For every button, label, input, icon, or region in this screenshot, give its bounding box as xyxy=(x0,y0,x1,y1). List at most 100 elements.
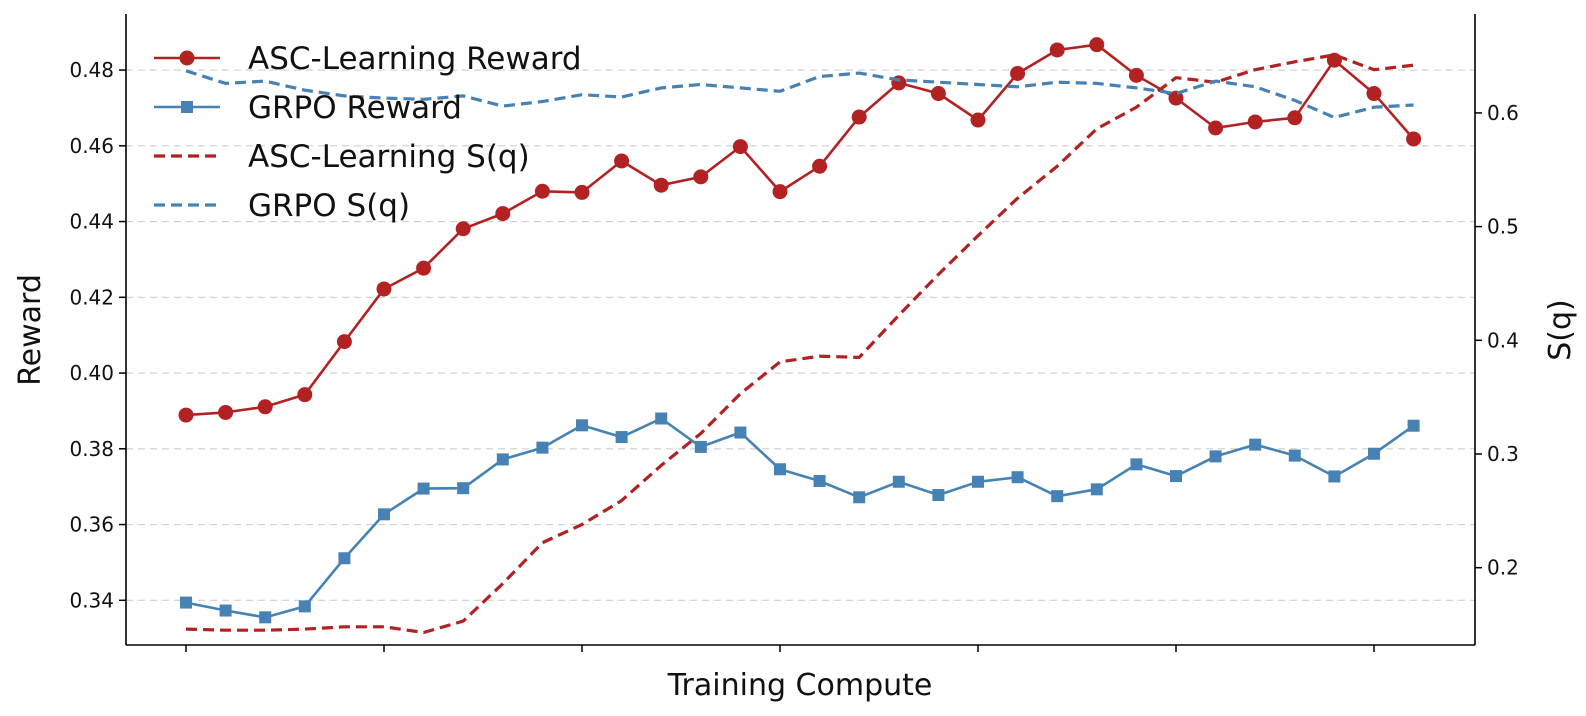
data-point-asc-learning-reward-1 xyxy=(218,404,234,420)
legend-marker-grpo-reward xyxy=(181,101,193,113)
data-point-grpo-reward-1 xyxy=(219,604,232,617)
series-line-asc-learning-s-q xyxy=(185,53,1414,635)
data-point-grpo-reward-7 xyxy=(457,482,470,495)
data-point-grpo-reward-16 xyxy=(813,475,826,488)
data-point-grpo-reward-28 xyxy=(1288,449,1301,462)
data-point-asc-learning-reward-11 xyxy=(614,153,630,169)
y-right-tick-label-2: 0.4 xyxy=(1487,328,1519,352)
y-left-tick-label-7: 0.48 xyxy=(69,58,114,82)
data-point-asc-learning-reward-19 xyxy=(930,86,946,102)
data-point-grpo-reward-23 xyxy=(1090,483,1103,496)
data-point-asc-learning-reward-2 xyxy=(257,399,273,415)
legend-label-asc-learning-reward: ASC-Learning Reward xyxy=(248,41,582,77)
legend-entry-grpo-s-q: GRPO S(q) xyxy=(154,188,410,224)
data-point-grpo-reward-12 xyxy=(655,412,668,425)
y-left-tick-label-4: 0.42 xyxy=(69,285,114,309)
y-left-tick-label-0: 0.34 xyxy=(69,588,114,612)
data-point-grpo-reward-29 xyxy=(1328,470,1341,483)
series-line-grpo-s-q xyxy=(185,69,1414,120)
data-point-grpo-reward-22 xyxy=(1051,490,1064,503)
data-point-asc-learning-reward-16 xyxy=(812,158,828,174)
legend-entry-asc-learning-reward: ASC-Learning Reward xyxy=(154,41,582,77)
y-axis-title-left: Reward xyxy=(13,274,48,386)
y-left-tick-label-2: 0.38 xyxy=(69,437,114,461)
data-point-grpo-reward-3 xyxy=(298,600,311,613)
data-point-asc-learning-reward-30 xyxy=(1366,86,1382,102)
y-right-tick-label-3: 0.5 xyxy=(1487,215,1519,239)
y-left-tick-label-5: 0.44 xyxy=(69,210,114,234)
data-point-asc-learning-reward-13 xyxy=(693,169,709,185)
y-left-tick-label-1: 0.36 xyxy=(69,513,114,537)
y-left-tick-label-3: 0.40 xyxy=(69,361,114,385)
series-asc-learning-s-q xyxy=(185,53,1414,635)
legend-marker-asc-learning-reward xyxy=(179,50,195,66)
data-point-grpo-reward-17 xyxy=(853,491,866,504)
data-point-asc-learning-reward-26 xyxy=(1208,120,1224,136)
data-point-asc-learning-reward-17 xyxy=(851,109,867,125)
data-point-asc-learning-reward-9 xyxy=(534,183,550,199)
data-point-asc-learning-reward-23 xyxy=(1089,37,1105,53)
gridlines xyxy=(126,69,1475,601)
data-point-grpo-reward-14 xyxy=(734,426,747,439)
series-asc-learning-reward xyxy=(178,37,1422,423)
data-point-grpo-reward-24 xyxy=(1130,458,1143,471)
data-point-grpo-reward-2 xyxy=(259,611,272,624)
data-point-grpo-reward-21 xyxy=(1011,471,1024,484)
data-point-grpo-reward-11 xyxy=(615,431,628,444)
data-point-asc-learning-reward-12 xyxy=(653,177,669,193)
series-line-grpo-reward xyxy=(185,417,1415,619)
y-left-tick-label-6: 0.46 xyxy=(69,134,114,158)
data-point-asc-learning-reward-14 xyxy=(732,139,748,155)
y-right-tick-label-0: 0.2 xyxy=(1487,556,1519,580)
legend-label-grpo-reward: GRPO Reward xyxy=(248,90,462,126)
series-grpo-reward xyxy=(180,412,1420,624)
data-point-grpo-reward-19 xyxy=(932,489,945,502)
plot-series xyxy=(178,37,1422,635)
data-point-grpo-reward-6 xyxy=(417,482,430,495)
legend: ASC-Learning Reward GRPO Reward ASC-Learni… xyxy=(154,41,582,224)
data-point-grpo-reward-18 xyxy=(892,475,905,488)
data-point-grpo-reward-0 xyxy=(180,596,192,609)
data-point-grpo-reward-15 xyxy=(774,463,786,476)
axis-ticks: 0.34 0.36 0.38 0.40 0.42 0.44 0.46 0.48 0.2 0.3 0.… xyxy=(69,58,1519,652)
data-point-grpo-reward-8 xyxy=(496,453,509,466)
data-point-asc-learning-reward-7 xyxy=(455,221,471,237)
y-axis-title-right: S(q) xyxy=(1543,299,1578,361)
data-point-asc-learning-reward-31 xyxy=(1406,131,1422,147)
data-point-asc-learning-reward-3 xyxy=(297,387,313,403)
x-axis-title: Training Compute xyxy=(667,668,933,703)
data-point-asc-learning-reward-15 xyxy=(772,184,788,200)
data-point-asc-learning-reward-24 xyxy=(1128,67,1144,83)
data-point-grpo-reward-20 xyxy=(972,475,984,488)
y-right-tick-label-4: 0.6 xyxy=(1487,101,1519,125)
data-point-grpo-reward-10 xyxy=(576,419,588,432)
data-point-grpo-reward-5 xyxy=(378,508,390,521)
data-point-asc-learning-reward-0 xyxy=(178,407,194,423)
data-point-asc-learning-reward-22 xyxy=(1049,42,1065,58)
data-point-grpo-reward-9 xyxy=(536,441,549,454)
data-point-asc-learning-reward-21 xyxy=(1010,65,1026,81)
data-point-asc-learning-reward-8 xyxy=(495,206,511,222)
data-point-asc-learning-reward-20 xyxy=(970,112,986,128)
data-point-asc-learning-reward-4 xyxy=(336,334,352,350)
y-right-tick-label-1: 0.3 xyxy=(1487,442,1519,466)
data-point-grpo-reward-31 xyxy=(1407,419,1420,432)
axes-frame xyxy=(125,14,1476,646)
data-point-asc-learning-reward-25 xyxy=(1168,90,1184,106)
data-point-grpo-reward-27 xyxy=(1249,438,1262,451)
series-grpo-s-q xyxy=(185,69,1414,120)
legend-label-asc-learning-s-q: ASC-Learning S(q) xyxy=(248,139,530,175)
legend-entry-asc-learning-s-q: ASC-Learning S(q) xyxy=(154,139,530,175)
legend-entry-grpo-reward: GRPO Reward xyxy=(154,90,462,126)
data-point-grpo-reward-4 xyxy=(338,552,351,565)
data-point-asc-learning-reward-28 xyxy=(1287,110,1303,126)
legend-label-grpo-s-q: GRPO S(q) xyxy=(248,188,410,224)
data-point-grpo-reward-25 xyxy=(1170,470,1182,483)
data-point-grpo-reward-30 xyxy=(1368,447,1380,460)
data-point-asc-learning-reward-10 xyxy=(574,184,590,200)
data-point-asc-learning-reward-6 xyxy=(416,260,432,276)
data-point-asc-learning-reward-27 xyxy=(1247,114,1263,130)
data-point-grpo-reward-13 xyxy=(694,440,707,453)
